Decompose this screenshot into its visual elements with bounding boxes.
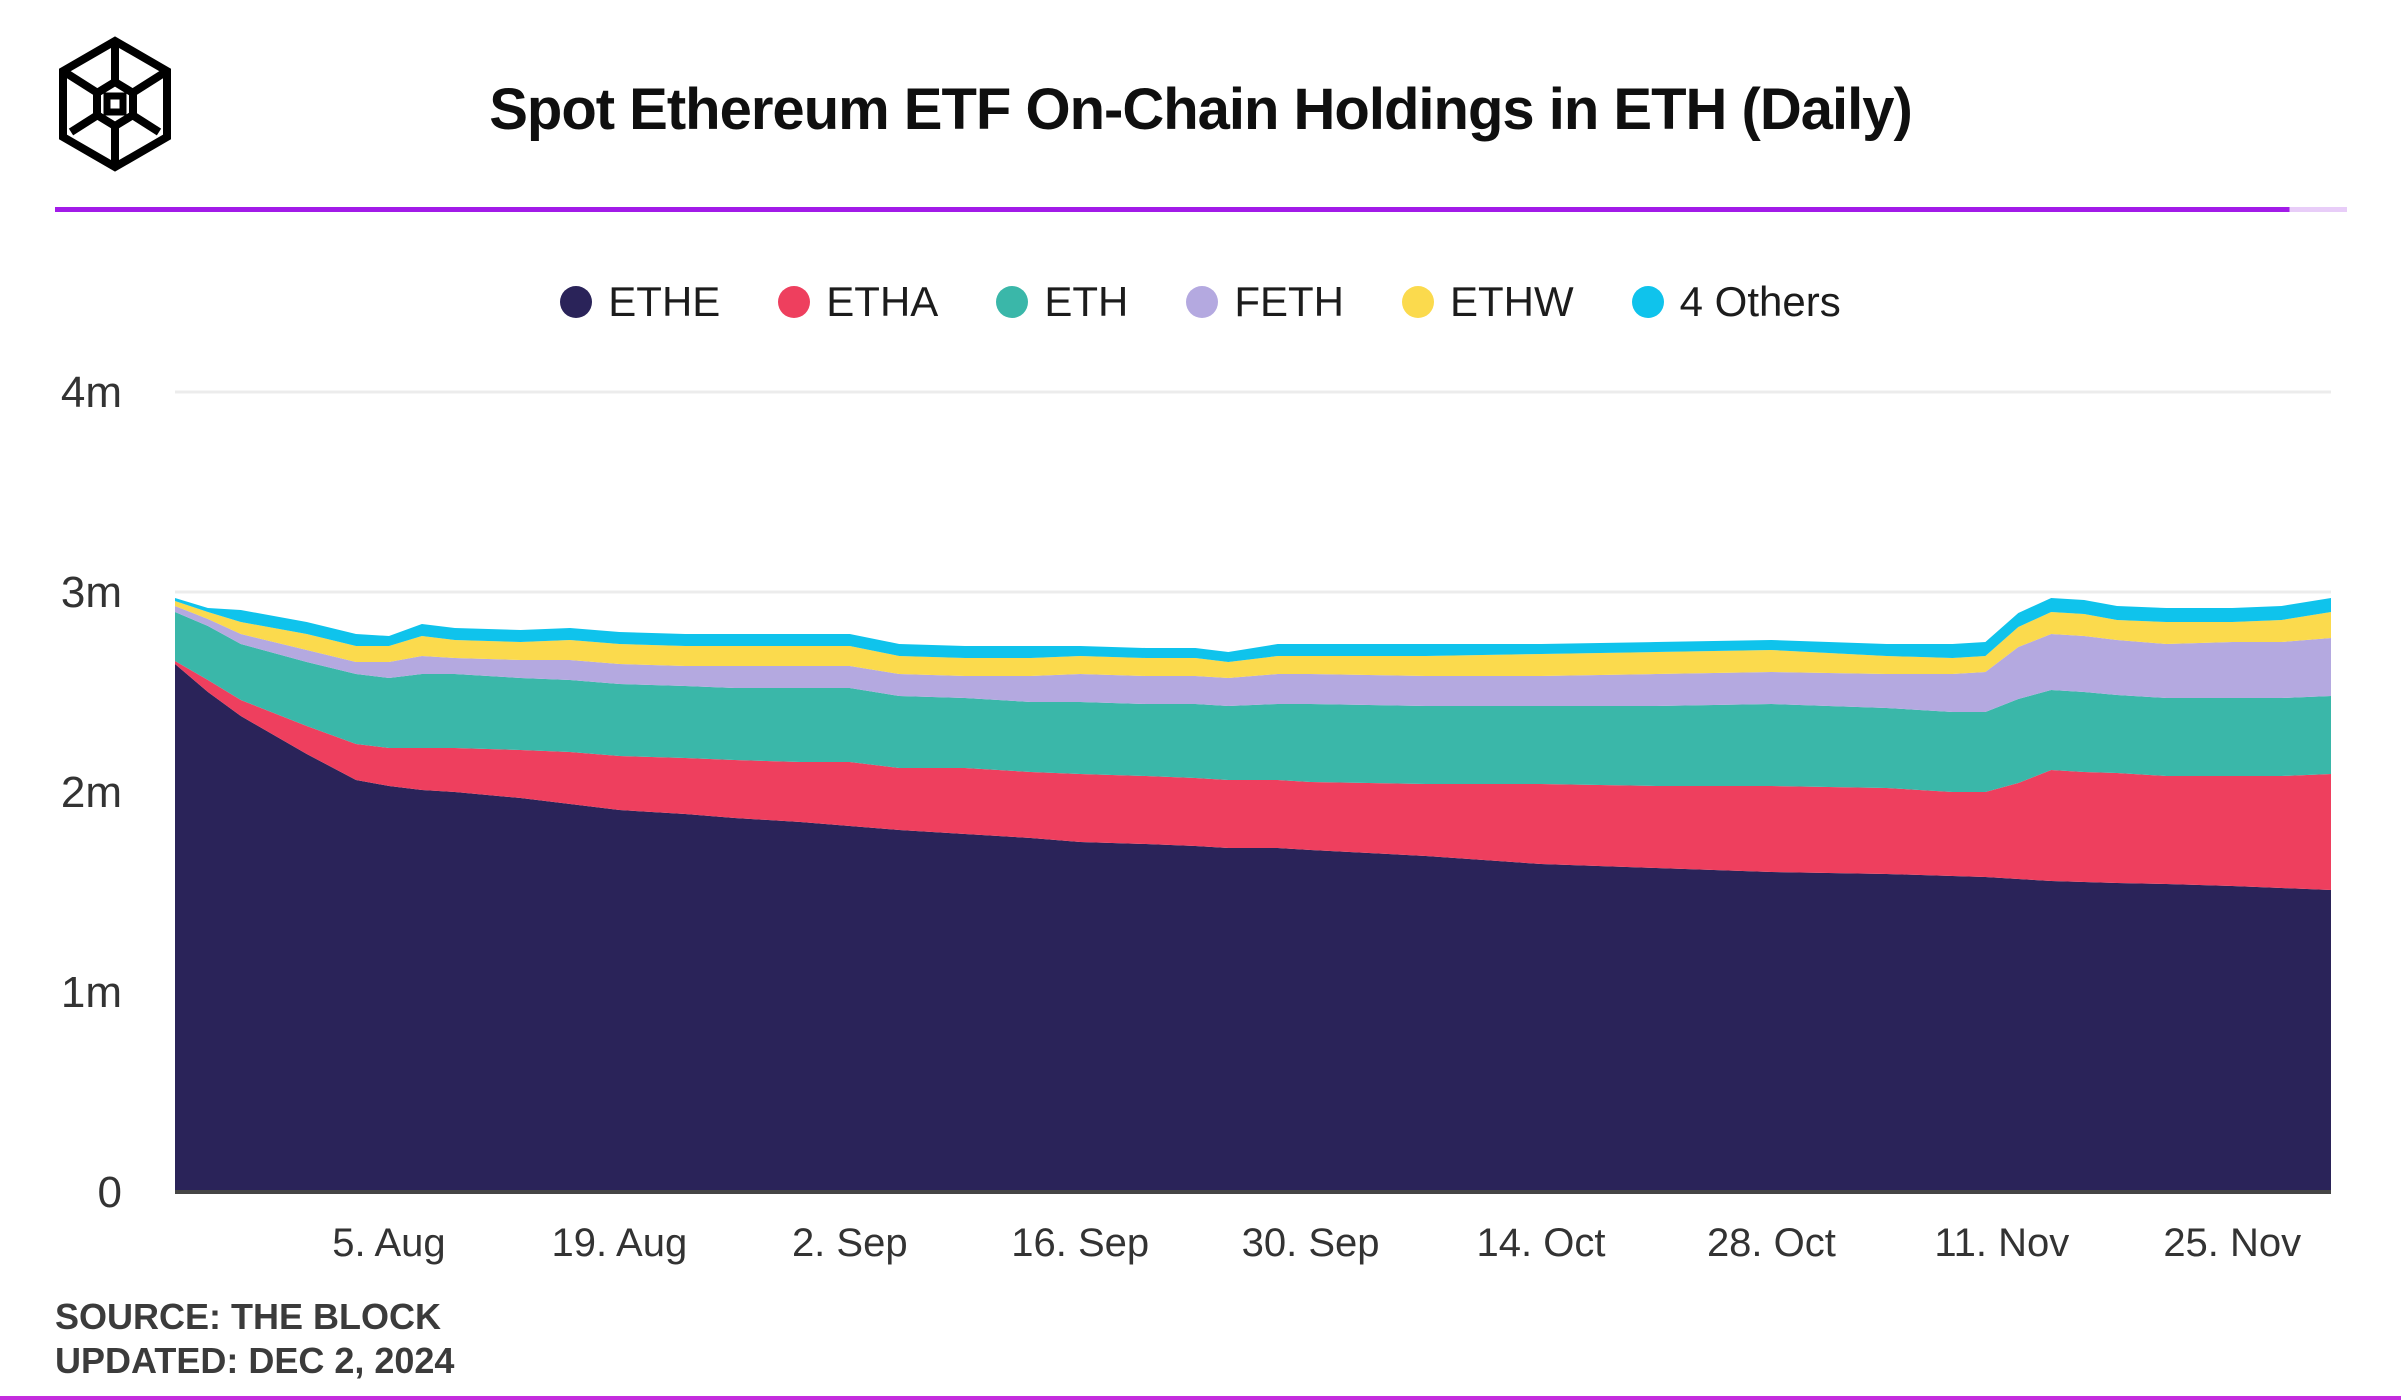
legend-item-feth[interactable]: FETH <box>1186 278 1344 326</box>
x-axis-label-28-Oct: 28. Oct <box>1707 1221 1836 1265</box>
updated-line: UPDATED: DEC 2, 2024 <box>55 1340 455 1381</box>
legend-label: FETH <box>1234 278 1344 325</box>
source-note: SOURCE: THE BLOCK UPDATED: DEC 2, 2024 <box>55 1295 454 1383</box>
area-eth <box>175 612 2331 792</box>
the-block-logo <box>59 36 171 172</box>
legend-item-etha[interactable]: ETHA <box>778 278 938 326</box>
legend-dot-icon <box>1631 286 1664 318</box>
y-axis-label-0: 0 <box>98 1168 122 1217</box>
area-ethe <box>175 664 2331 1192</box>
x-axis-label-25-Nov: 25. Nov <box>2163 1221 2301 1265</box>
legend-dot-icon <box>778 286 811 318</box>
x-axis-label-19-Aug: 19. Aug <box>552 1221 688 1265</box>
legend-dot-icon <box>996 286 1029 318</box>
legend-label: ETH <box>1044 278 1129 325</box>
x-axis-label-16-Sep: 16. Sep <box>1011 1221 1149 1265</box>
x-axis-label-30-Sep: 30. Sep <box>1242 1221 1380 1265</box>
legend-item-ethw[interactable]: ETHW <box>1401 278 1574 326</box>
chart-title: Spot Ethereum ETF On-Chain Holdings in E… <box>489 77 1913 142</box>
chart-legend: ETHE ETHA ETH FETH ETHW 4 Others <box>0 278 2401 326</box>
source-line: SOURCE: THE BLOCK <box>55 1296 441 1337</box>
y-axis-label-2m: 2m <box>61 768 122 817</box>
legend-item-eth[interactable]: ETH <box>996 278 1128 326</box>
y-axis-label-1m: 1m <box>61 968 122 1017</box>
area-ethw <box>175 601 2331 678</box>
x-axis-label-2-Sep: 2. Sep <box>792 1221 908 1265</box>
legend-item-ethe[interactable]: ETHE <box>560 278 720 326</box>
area-feth <box>175 606 2331 712</box>
area-etha <box>175 661 2331 890</box>
y-axis-label-4m: 4m <box>61 368 122 417</box>
legend-label: ETHA <box>826 278 939 325</box>
legend-dot-icon <box>1186 286 1219 318</box>
logo-inner-square <box>103 92 127 116</box>
x-axis-label-11-Nov: 11. Nov <box>1934 1221 2069 1265</box>
legend-label: ETHW <box>1449 278 1574 325</box>
header-divider <box>55 207 2347 212</box>
legend-label: 4 Others <box>1679 278 1841 325</box>
area-4-others <box>175 598 2331 662</box>
x-axis-label-5-Aug: 5. Aug <box>332 1221 445 1265</box>
legend-item-4-others[interactable]: 4 Others <box>1631 278 1841 326</box>
bottom-rule <box>0 1396 2401 1400</box>
legend-dot-icon <box>560 286 593 318</box>
legend-label: ETHE <box>608 278 721 325</box>
x-axis-label-14-Oct: 14. Oct <box>1477 1221 1606 1265</box>
y-axis-label-3m: 3m <box>61 568 122 617</box>
legend-dot-icon <box>1401 286 1434 318</box>
